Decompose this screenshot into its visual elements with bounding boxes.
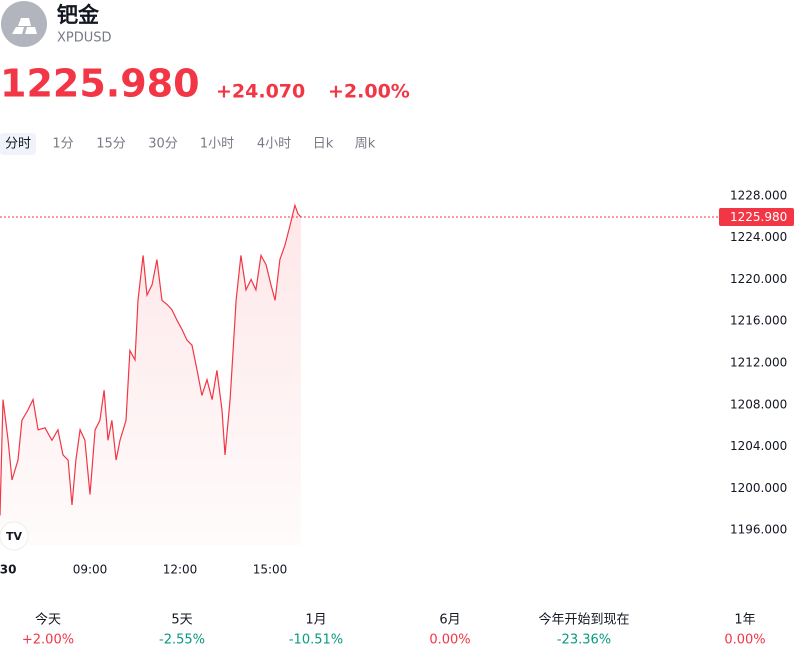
period-label[interactable]: 今天 bbox=[35, 612, 61, 628]
y-tick-label: 1220.000 bbox=[730, 272, 787, 286]
tab[interactable]: 1分 bbox=[52, 137, 73, 152]
area bbox=[0, 205, 301, 546]
y-tick-label: 1228.000 bbox=[730, 188, 787, 202]
x-tick-label: 30 bbox=[0, 563, 16, 577]
symbol-code: XPDUSD bbox=[57, 31, 112, 46]
tab[interactable]: 1小时 bbox=[200, 137, 234, 152]
last-price-box bbox=[719, 207, 794, 226]
price-change-percent: +2.00% bbox=[328, 81, 410, 103]
tab[interactable]: 分时 bbox=[5, 137, 31, 152]
period-label[interactable]: 5天 bbox=[171, 613, 192, 628]
y-tick-label: 1204.000 bbox=[730, 439, 787, 453]
chart: 1196.000 1200.000 1204.000 1208.000 1212.000… bbox=[0, 188, 794, 577]
y-tick-label: 1224.000 bbox=[730, 230, 787, 244]
period-label[interactable]: 1年 bbox=[734, 613, 755, 628]
tab[interactable]: 4小时 bbox=[257, 137, 291, 152]
y-tick-label: 1196.000 bbox=[730, 523, 787, 537]
tab-selected-bg bbox=[0, 133, 36, 155]
period-change[interactable]: -10.51% bbox=[289, 633, 343, 648]
y-tick-label: 1216.000 bbox=[730, 314, 787, 328]
y-tick-label: 1200.000 bbox=[730, 481, 787, 495]
tab[interactable]: 日k bbox=[313, 137, 334, 152]
y-tick-label: 1208.000 bbox=[730, 397, 787, 411]
period-label[interactable]: 今年开始到现在 bbox=[538, 612, 629, 628]
tradingview-logo: TV bbox=[0, 521, 29, 551]
period-label[interactable]: 6月 bbox=[439, 613, 460, 628]
x-tick-label: 12:00 bbox=[163, 563, 198, 577]
symbol-icon bbox=[1, 1, 47, 47]
period-label[interactable]: 1月 bbox=[305, 613, 326, 628]
price-change: +24.070 bbox=[216, 81, 305, 103]
price: 1225.980 bbox=[0, 62, 200, 106]
x-tick-label: 15:00 bbox=[253, 563, 288, 577]
last-price-label: 1225.980 bbox=[730, 210, 787, 224]
tab[interactable]: 30分 bbox=[148, 137, 178, 152]
period-change[interactable]: 0.00% bbox=[429, 633, 470, 648]
price-line bbox=[0, 203, 302, 516]
tab[interactable]: 15分 bbox=[96, 137, 126, 152]
svg-text:TV: TV bbox=[6, 530, 23, 543]
period-change[interactable]: -2.55% bbox=[159, 633, 205, 648]
period-change[interactable]: -23.36% bbox=[557, 633, 611, 648]
period-change[interactable]: 0.00% bbox=[724, 633, 765, 648]
periods: 今天 +2.00% 5天 -2.55% 1月 -10.51% 6月 0.00% 今年开始到现在 -… bbox=[22, 612, 766, 648]
tab[interactable]: 周k bbox=[355, 137, 376, 152]
tabs: 分时 1分 15分 30分 1小时 4小时 日k 周k bbox=[0, 133, 376, 155]
y-tick-label: 1212.000 bbox=[730, 356, 787, 370]
symbol-name: 钯金 bbox=[57, 3, 100, 27]
x-tick-label: 09:00 bbox=[73, 563, 108, 577]
period-change[interactable]: +2.00% bbox=[22, 633, 74, 648]
